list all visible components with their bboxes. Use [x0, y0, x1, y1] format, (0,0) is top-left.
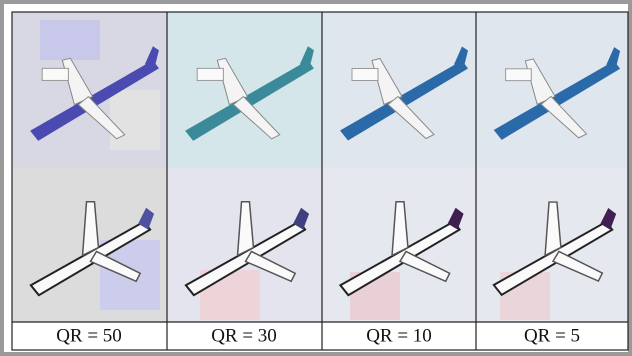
panel-4 — [476, 12, 628, 322]
caption: QR = 30 — [211, 325, 277, 346]
panel-2 — [167, 12, 322, 322]
panel-3 — [322, 12, 476, 322]
figure: QR = 50 QR = 30 QR = 10 QR = 5 — [0, 0, 632, 356]
caption: QR = 10 — [366, 325, 432, 346]
caption: QR = 5 — [524, 325, 580, 346]
caption: QR = 50 — [56, 325, 122, 346]
panel-1 — [12, 12, 167, 322]
page: QR = 50 QR = 30 QR = 10 QR = 5 (() => { … — [0, 0, 632, 356]
